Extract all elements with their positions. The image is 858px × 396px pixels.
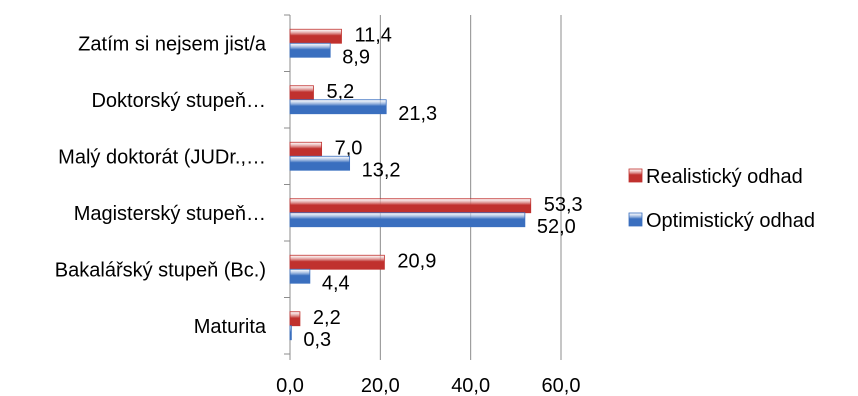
bar-realistic [289, 198, 532, 214]
data-label: 7,0 [335, 137, 363, 159]
data-label: 0,3 [303, 329, 331, 351]
bar-optimistic [289, 99, 387, 115]
bar-optimistic [289, 155, 351, 171]
bar-realistic [289, 141, 323, 157]
data-label: 8,9 [342, 46, 370, 68]
bar-realistic [289, 311, 301, 327]
legend-swatch [628, 212, 643, 227]
x-tick-label: 60,0 [542, 375, 581, 396]
x-tick-label: 0,0 [276, 375, 304, 396]
data-label: 5,2 [326, 81, 354, 103]
bar-realistic [289, 85, 314, 101]
x-tick-label: 40,0 [451, 375, 490, 396]
category-label: Bakalářský stupeň (Bc.) [55, 259, 266, 281]
category-label: Zatím si nejsem jist/a [78, 33, 267, 55]
category-label: Maturita [194, 316, 267, 338]
category-label: Magisterský stupeň… [74, 203, 266, 225]
category-label: Malý doktorát (JUDr.,… [58, 146, 266, 168]
data-label: 2,2 [313, 307, 341, 329]
bar-optimistic [289, 268, 311, 284]
data-label: 13,2 [362, 159, 401, 181]
data-label: 53,3 [544, 194, 583, 216]
bar-optimistic [289, 212, 526, 228]
legend-swatch [628, 168, 643, 183]
data-label: 20,9 [397, 250, 436, 272]
category-label: Doktorský stupeň… [91, 90, 266, 112]
bar-optimistic [289, 42, 331, 58]
legend-label: Realistický odhad [646, 166, 803, 188]
x-tick-label: 20,0 [361, 375, 400, 396]
data-label: 11,4 [354, 24, 391, 46]
data-label: 4,4 [322, 272, 350, 294]
legend-label: Optimistický odhad [646, 210, 815, 232]
data-label: 52,0 [537, 216, 576, 238]
bar-optimistic [289, 325, 292, 341]
bar-realistic [289, 254, 385, 270]
data-label: 21,3 [398, 103, 437, 125]
bar-realistic [289, 28, 342, 44]
